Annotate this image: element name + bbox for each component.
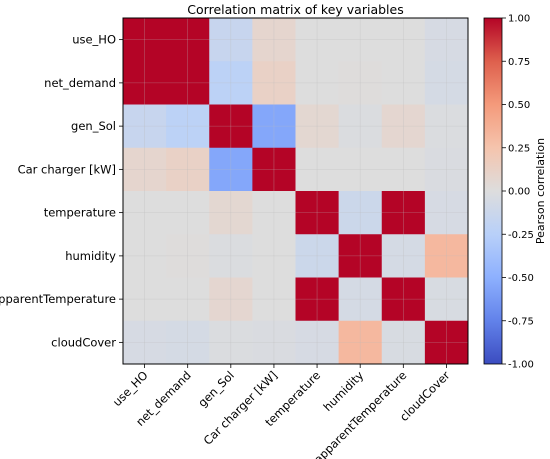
heatmap-cell-3-4 <box>295 147 340 192</box>
heatmap-cell-1-1 <box>166 61 210 105</box>
colorbar-tick-label: -1.00 <box>508 360 534 371</box>
heatmap-cell-6-1 <box>166 277 210 322</box>
heatmap-cell-0-7 <box>424 18 469 62</box>
chart-title: Correlation matrix of key variables <box>187 2 404 17</box>
heatmap-cells <box>123 18 469 365</box>
heatmap-cell-0-0 <box>123 18 167 62</box>
heatmap-cell-5-3 <box>252 234 296 278</box>
x-tick-label: gen_Sol <box>195 368 237 410</box>
heatmap-cell-1-4 <box>295 61 340 105</box>
y-tick-label: gen_Sol <box>71 119 116 133</box>
heatmap-cell-3-6 <box>381 147 426 192</box>
heatmap-cell-0-3 <box>252 18 296 62</box>
y-tick-label: net_demand <box>44 76 116 90</box>
colorbar-tick-label: -0.75 <box>508 316 534 327</box>
heatmap-cell-6-4 <box>295 277 340 322</box>
heatmap-cell-5-2 <box>209 234 253 278</box>
heatmap-cell-1-6 <box>381 61 426 105</box>
heatmap-cell-7-1 <box>166 320 210 365</box>
heatmap-cell-7-0 <box>123 320 167 365</box>
colorbar-tick-label: -0.25 <box>508 230 534 241</box>
heatmap-cell-4-1 <box>166 191 210 235</box>
heatmap-cell-3-7 <box>424 147 469 192</box>
heatmap-cell-5-7 <box>424 234 469 278</box>
heatmap-cell-7-6 <box>381 320 426 365</box>
colorbar-label: Pearson correlation <box>534 138 547 244</box>
y-tick-label: temperature <box>44 206 116 220</box>
heatmap-cell-7-3 <box>252 320 296 365</box>
heatmap-cell-7-4 <box>295 320 340 365</box>
colorbar <box>483 17 503 365</box>
heatmap-cell-5-5 <box>338 234 383 278</box>
heatmap-cell-4-4 <box>295 191 340 235</box>
heatmap-cell-5-6 <box>381 234 426 278</box>
heatmap-cell-0-5 <box>338 18 383 62</box>
heatmap-cell-5-1 <box>166 234 210 278</box>
heatmap-cell-1-2 <box>209 61 253 105</box>
heatmap-cell-2-2 <box>209 104 253 149</box>
heatmap-cell-2-4 <box>295 104 340 149</box>
heatmap-cell-6-0 <box>123 277 167 322</box>
heatmap-cell-3-3 <box>252 147 296 192</box>
heatmap-cell-3-5 <box>338 147 383 192</box>
heatmap-cell-4-3 <box>252 191 296 235</box>
heatmap-cell-2-5 <box>338 104 383 149</box>
colorbar-tick-label: 0.75 <box>508 57 530 68</box>
heatmap-cell-5-0 <box>123 234 167 278</box>
colorbar-tick-label: -0.50 <box>508 273 534 284</box>
heatmap-cell-6-7 <box>424 277 469 322</box>
colorbar-ticks: -1.00 -0.75 -0.50 -0.25 0.00 0.25 0.50 0.75 1.00 <box>502 14 534 371</box>
x-tick-label: use_HO <box>110 368 151 409</box>
heatmap-cell-6-5 <box>338 277 383 322</box>
heatmap-cell-2-7 <box>424 104 469 149</box>
heatmap-cell-4-5 <box>338 191 383 235</box>
heatmap-cell-0-4 <box>295 18 340 62</box>
heatmap-cell-1-7 <box>424 61 469 105</box>
heatmap-cell-0-2 <box>209 18 253 62</box>
heatmap-cell-4-7 <box>424 191 469 235</box>
heatmap-cell-3-2 <box>209 147 253 192</box>
heatmap-cell-7-5 <box>338 320 383 365</box>
heatmap-cell-6-2 <box>209 277 253 322</box>
plot-frame <box>122 17 469 365</box>
heatmap-cell-6-6 <box>381 277 426 322</box>
y-tick-label: Car charger [kW] <box>18 162 116 176</box>
x-tick-label: Car charger [kW] <box>201 368 280 447</box>
heatmap-grid <box>123 18 468 364</box>
heatmap-cell-4-0 <box>123 191 167 235</box>
colorbar-tick-label: 1.00 <box>508 14 530 25</box>
heatmap-cell-0-6 <box>381 18 426 62</box>
colorbar-tick-label: 0.25 <box>508 143 530 154</box>
heatmap-cell-3-0 <box>123 147 167 192</box>
colorbar-tick-label: 0.00 <box>508 187 530 198</box>
heatmap-cell-4-2 <box>209 191 253 235</box>
y-tick-labels: use_HO net_demand gen_Sol Car charger [kW] t… <box>0 33 123 349</box>
heatmap-cell-2-3 <box>252 104 296 149</box>
y-tick-label: humidity <box>65 249 116 263</box>
heatmap-cell-1-0 <box>123 61 167 105</box>
heatmap-cell-1-5 <box>338 61 383 105</box>
y-tick-label: cloudCover <box>51 335 116 349</box>
heatmap-cell-6-3 <box>252 277 296 322</box>
heatmap-cell-2-1 <box>166 104 210 149</box>
heatmap-cell-4-6 <box>381 191 426 235</box>
heatmap-cell-7-2 <box>209 320 253 365</box>
heatmap-cell-1-3 <box>252 61 296 105</box>
y-tick-label: apparentTemperature <box>0 292 116 306</box>
heatmap-cell-3-1 <box>166 147 210 192</box>
heatmap-cell-5-4 <box>295 234 340 278</box>
colorbar-tick-label: 0.50 <box>508 100 530 111</box>
y-tick-label: use_HO <box>72 33 116 47</box>
heatmap-cell-0-1 <box>166 18 210 62</box>
heatmap-cell-2-0 <box>123 104 167 149</box>
heatmap-cell-7-7 <box>424 320 469 365</box>
heatmap-cell-2-6 <box>381 104 426 149</box>
